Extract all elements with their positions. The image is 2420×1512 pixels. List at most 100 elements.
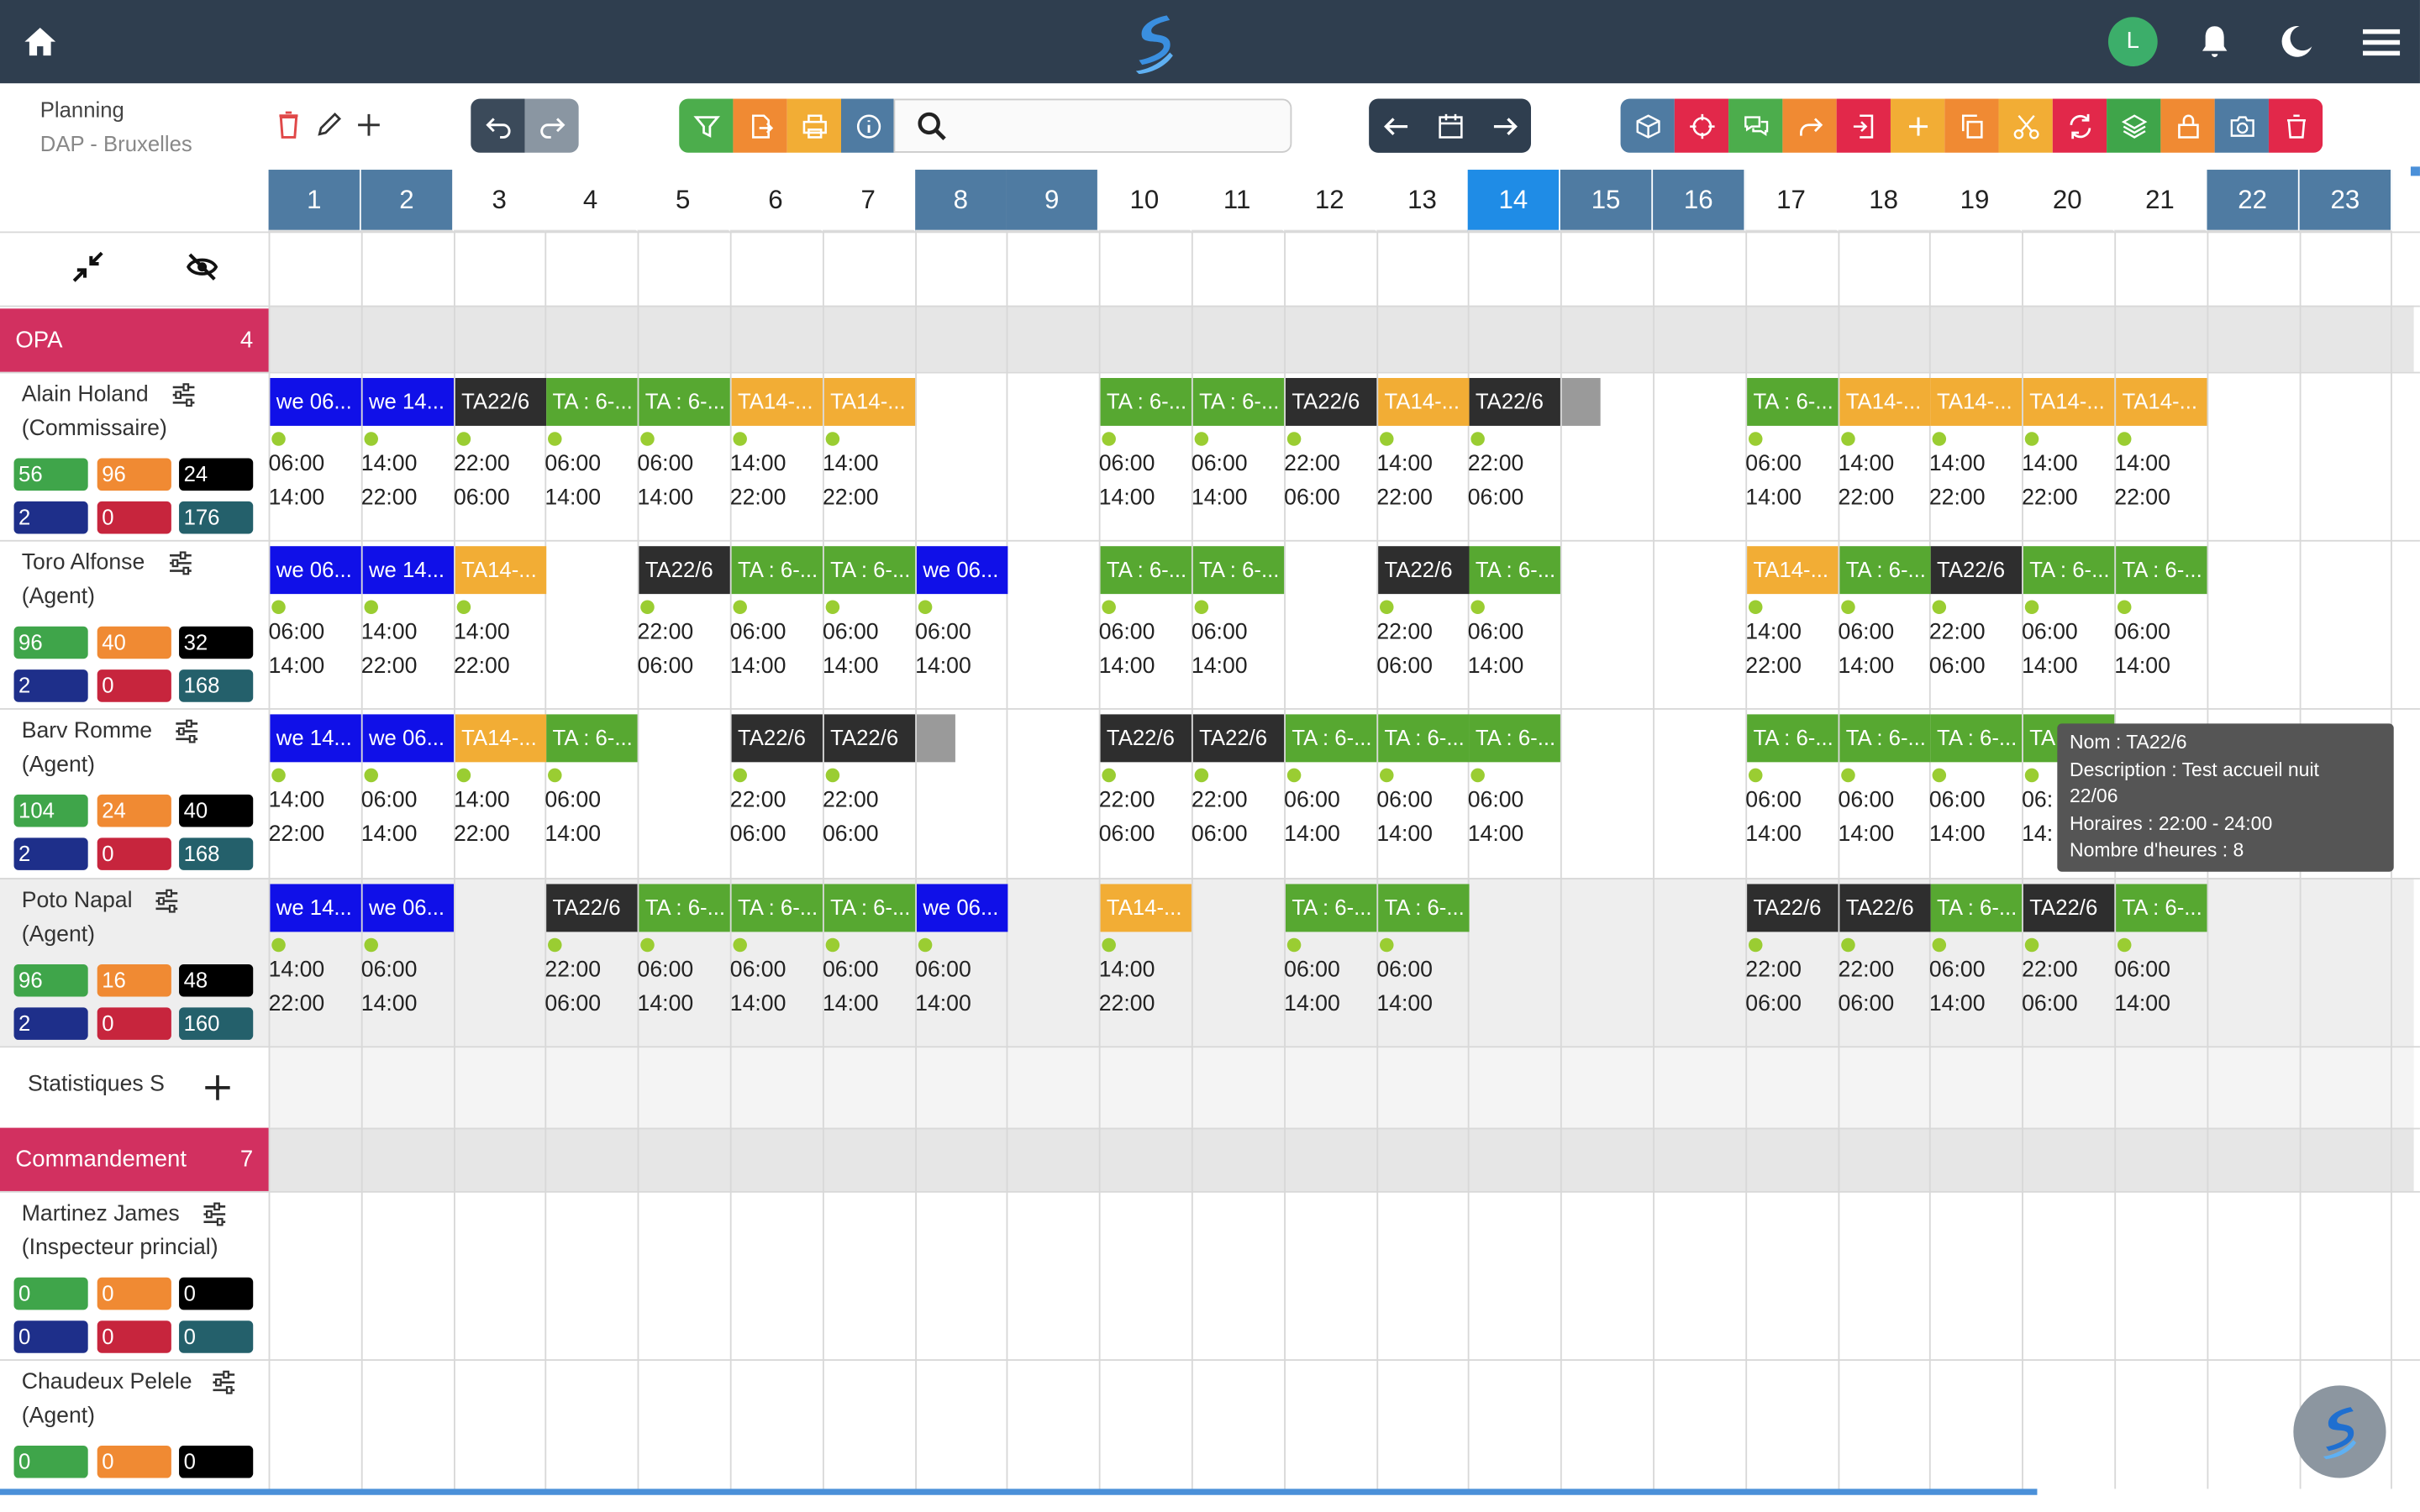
print-button[interactable] [786, 98, 842, 153]
shift-block[interactable]: TA : 6-... [1839, 714, 1931, 763]
lock-button[interactable] [2160, 98, 2215, 153]
shift-block[interactable]: we 06... [362, 884, 454, 932]
day-header[interactable]: 5 [637, 170, 730, 232]
shift-block[interactable]: TA14-... [1839, 377, 1931, 426]
shift-block[interactable]: we 14... [362, 377, 454, 426]
shift-block[interactable]: TA : 6-... [1285, 884, 1377, 932]
day-header[interactable]: 6 [729, 170, 823, 232]
shift-block[interactable]: TA : 6-... [1378, 884, 1470, 932]
shift-block[interactable]: TA : 6-... [1192, 546, 1285, 595]
agent-settings-sliders-icon[interactable] [153, 887, 181, 915]
cube-button[interactable] [1620, 98, 1675, 153]
shift-block[interactable]: TA : 6-... [1378, 714, 1470, 763]
shift-block[interactable]: TA22/6 [823, 714, 916, 763]
shift-block[interactable]: TA22/6 [546, 884, 638, 932]
add-statistic-plus-icon[interactable] [203, 1073, 234, 1104]
shift-block[interactable]: TA14-... [455, 546, 547, 595]
shift-block[interactable]: TA22/6 [1747, 884, 1839, 932]
day-header[interactable]: 20 [2022, 170, 2115, 232]
home-icon[interactable] [22, 24, 59, 60]
add-button[interactable] [1890, 98, 1945, 153]
day-header[interactable]: 19 [1928, 170, 2023, 232]
shift-block[interactable]: TA22/6 [1839, 884, 1931, 932]
undo-button[interactable] [471, 98, 525, 153]
day-header[interactable]: 13 [1376, 170, 1470, 232]
delete-button[interactable] [2268, 98, 2323, 153]
copy-button[interactable] [1944, 98, 1999, 153]
day-header[interactable]: 2 [360, 170, 454, 232]
next-period-button[interactable] [1477, 99, 1531, 153]
shift-block[interactable]: TA : 6-... [1469, 714, 1560, 763]
empty-shift-block[interactable] [1561, 377, 1601, 426]
day-header[interactable]: 14 [1467, 170, 1560, 232]
import-button[interactable] [1836, 98, 1891, 153]
agent-settings-sliders-icon[interactable] [166, 549, 194, 577]
day-header[interactable]: 4 [544, 170, 638, 232]
shift-block[interactable]: TA : 6-... [2116, 884, 2207, 932]
shift-block[interactable]: TA14-... [2023, 377, 2115, 426]
shift-block[interactable]: TA : 6-... [639, 884, 730, 932]
day-header[interactable]: 10 [1098, 170, 1192, 232]
info-button[interactable] [841, 98, 896, 153]
plus-icon[interactable] [352, 108, 386, 142]
agent-settings-sliders-icon[interactable] [210, 1368, 238, 1396]
redo-button[interactable] [524, 98, 579, 153]
shift-block[interactable]: TA : 6-... [546, 377, 638, 426]
calendar-button[interactable] [1423, 99, 1476, 153]
shift-block[interactable]: TA14-... [1100, 884, 1192, 932]
statistics-label[interactable]: Statistiques S [28, 1072, 165, 1097]
shift-block[interactable]: TA : 6-... [1469, 546, 1560, 595]
shift-block[interactable]: TA : 6-... [731, 546, 823, 595]
shift-block[interactable]: TA : 6-... [2116, 546, 2207, 595]
export-button[interactable] [733, 98, 787, 153]
hamburger-menu-icon[interactable] [2361, 24, 2402, 60]
day-header[interactable]: 17 [1745, 170, 1839, 232]
shift-block[interactable]: we 06... [270, 546, 361, 595]
bell-icon[interactable] [2196, 24, 2233, 60]
shift-block[interactable]: TA : 6-... [1839, 546, 1931, 595]
group-header-1[interactable]: Commandement 7 [0, 1127, 269, 1191]
shift-block[interactable]: TA22/6 [1100, 714, 1192, 763]
screenshot-button[interactable] [2214, 98, 2269, 153]
agent-settings-sliders-icon[interactable] [173, 717, 201, 745]
shift-block[interactable]: TA : 6-... [1285, 714, 1377, 763]
agent-name[interactable]: Chaudeux Pelele [21, 1369, 192, 1395]
user-avatar[interactable]: L [2107, 17, 2158, 66]
day-header[interactable]: 16 [1653, 170, 1746, 232]
shift-block[interactable]: TA : 6-... [1192, 377, 1285, 426]
shift-block[interactable]: we 14... [270, 884, 361, 932]
horizontal-scrollbar[interactable] [0, 1488, 2038, 1495]
shift-block[interactable]: TA14-... [1378, 377, 1470, 426]
day-header[interactable]: 3 [453, 170, 547, 232]
agent-name[interactable]: Alain Holand [21, 382, 149, 407]
day-header[interactable]: 22 [2207, 170, 2300, 232]
shift-block[interactable]: TA : 6-... [731, 884, 823, 932]
agent-name[interactable]: Toro Alfonse [21, 550, 145, 576]
pencil-icon[interactable] [312, 108, 345, 142]
cut-button[interactable] [1998, 98, 2053, 153]
shift-block[interactable]: we 14... [270, 714, 361, 763]
agent-settings-sliders-icon[interactable] [201, 1200, 229, 1228]
trash-icon[interactable] [271, 108, 305, 142]
shift-block[interactable]: TA : 6-... [1930, 714, 2023, 763]
day-header[interactable]: 7 [822, 170, 916, 232]
agent-name[interactable]: Poto Napal [21, 888, 133, 914]
target-button[interactable] [1674, 98, 1729, 153]
eye-slash-icon[interactable] [185, 250, 218, 284]
empty-shift-block[interactable] [916, 714, 955, 763]
shift-block[interactable]: TA22/6 [455, 377, 547, 426]
collapse-arrows-icon[interactable] [71, 250, 104, 284]
day-header[interactable]: 8 [915, 170, 1008, 232]
agent-name[interactable]: Martinez James [21, 1201, 180, 1227]
shift-block[interactable]: TA : 6-... [1747, 377, 1839, 426]
shift-block[interactable]: TA14-... [731, 377, 823, 426]
shift-block[interactable]: TA : 6-... [823, 546, 916, 595]
shift-block[interactable]: TA22/6 [1930, 546, 2023, 595]
forward-button[interactable] [1782, 98, 1837, 153]
search-input[interactable] [963, 109, 1272, 144]
day-header[interactable]: 9 [1006, 170, 1099, 232]
day-header[interactable]: 12 [1284, 170, 1377, 232]
shift-block[interactable]: TA22/6 [2023, 884, 2115, 932]
day-header[interactable]: 15 [1560, 170, 1654, 232]
shift-block[interactable]: TA : 6-... [823, 884, 916, 932]
